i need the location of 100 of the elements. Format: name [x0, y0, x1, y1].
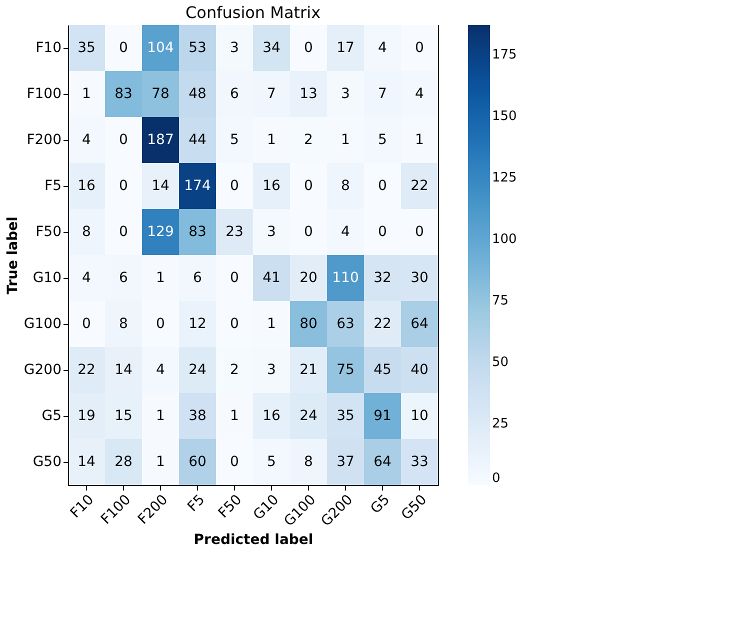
data-label: 7	[378, 86, 387, 102]
data-label: 8	[304, 454, 313, 470]
x-tick-label: F50	[215, 492, 246, 522]
data-label: 0	[230, 316, 239, 332]
data-label: 8	[119, 316, 128, 332]
data-label: 80	[300, 316, 318, 332]
data-label: 1	[156, 454, 165, 470]
data-label: 33	[410, 454, 428, 470]
data-label: 110	[332, 270, 359, 286]
data-label: 4	[82, 270, 92, 286]
data-label: 35	[78, 40, 96, 56]
color-bar-label: 125	[492, 170, 517, 186]
data-label: 44	[188, 132, 206, 148]
y-tick-label: G200	[24, 362, 62, 378]
data-label: 1	[230, 408, 239, 424]
data-label: 14	[78, 454, 96, 470]
data-label: 22	[410, 178, 428, 194]
data-label: 6	[119, 270, 128, 286]
y-tick-label: F200	[26, 132, 62, 148]
color-bar-label: 150	[492, 109, 517, 124]
color-bar-label: 50	[492, 355, 509, 370]
data-label: 0	[119, 40, 128, 56]
data-label: 3	[267, 224, 276, 240]
x-tick-label: G5	[368, 492, 394, 518]
data-label: 20	[300, 270, 318, 286]
chart-title: Confusion Matrix	[185, 3, 321, 22]
data-label: 14	[114, 362, 132, 378]
color-bar-label: 25	[492, 416, 509, 432]
y-tick-label: F5	[44, 178, 62, 194]
data-label: 187	[147, 132, 174, 148]
y-tick-label: G5	[42, 408, 62, 424]
data-label: 0	[415, 40, 424, 56]
data-label: 15	[114, 408, 132, 424]
data-label: 1	[267, 132, 276, 148]
data-label: 0	[156, 316, 165, 332]
data-label: 53	[188, 40, 206, 56]
data-label: 3	[341, 86, 350, 102]
data-label: 129	[147, 224, 174, 240]
data-label: 30	[410, 270, 428, 286]
data-label: 60	[188, 454, 206, 470]
data-label: 24	[300, 408, 318, 424]
data-label: 75	[336, 362, 354, 378]
data-label: 6	[230, 86, 240, 102]
data-label: 83	[188, 224, 206, 240]
data-label: 2	[230, 362, 239, 378]
y-axis-title: True label	[4, 216, 21, 294]
data-label: 64	[410, 316, 428, 332]
data-label: 83	[114, 86, 132, 102]
data-label: 45	[374, 362, 392, 378]
data-label: 37	[336, 454, 354, 470]
data-label: 40	[410, 362, 428, 378]
data-label: 38	[188, 408, 206, 424]
data-label: 1	[267, 316, 276, 332]
data-label: 5	[378, 132, 387, 148]
color-bar-label: 0	[492, 471, 500, 486]
data-label: 0	[230, 178, 239, 194]
data-label: 21	[300, 362, 318, 378]
data-label: 17	[336, 40, 354, 56]
data-label: 16	[262, 408, 280, 424]
data-label: 23	[226, 224, 244, 240]
data-label: 0	[304, 40, 313, 56]
data-label: 1	[156, 270, 165, 286]
x-tick-label: F5	[184, 492, 208, 516]
x-tick-label: G10	[250, 492, 282, 524]
data-label: 12	[188, 316, 206, 332]
data-label: 6	[193, 270, 202, 286]
data-label: 3	[230, 40, 239, 56]
data-label: 32	[374, 270, 392, 286]
data-label: 8	[82, 224, 91, 240]
data-label: 5	[230, 132, 239, 148]
data-label: 63	[336, 316, 354, 332]
data-label: 104	[147, 40, 174, 56]
data-label: 10	[410, 408, 428, 424]
data-label: 14	[152, 178, 170, 194]
data-label: 13	[300, 86, 318, 102]
data-label: 1	[341, 132, 350, 148]
data-label: 0	[119, 178, 128, 194]
data-label: 7	[267, 86, 276, 102]
data-label: 41	[262, 270, 280, 286]
y-tick-label: G50	[32, 454, 62, 470]
data-label: 34	[262, 40, 280, 56]
data-label: 91	[374, 408, 392, 424]
data-label: 22	[78, 362, 96, 378]
data-label: 4	[82, 132, 92, 148]
data-label: 1	[82, 86, 91, 102]
data-label: 0	[378, 178, 387, 194]
y-tick-label: G100	[24, 316, 62, 332]
data-label: 22	[374, 316, 392, 332]
data-label: 0	[230, 454, 239, 470]
data-label: 174	[184, 178, 211, 194]
color-bar-label: 75	[492, 294, 509, 309]
data-label: 4	[156, 362, 166, 378]
y-tick-label: F50	[36, 224, 62, 240]
y-tick-label: F100	[26, 86, 62, 102]
data-label: 48	[188, 86, 206, 102]
x-axis-title: Predicted label	[194, 532, 314, 548]
data-label: 78	[152, 86, 170, 102]
color-bar-label: 175	[492, 48, 517, 63]
x-tick-label: G50	[398, 492, 430, 524]
data-label: 0	[82, 316, 91, 332]
